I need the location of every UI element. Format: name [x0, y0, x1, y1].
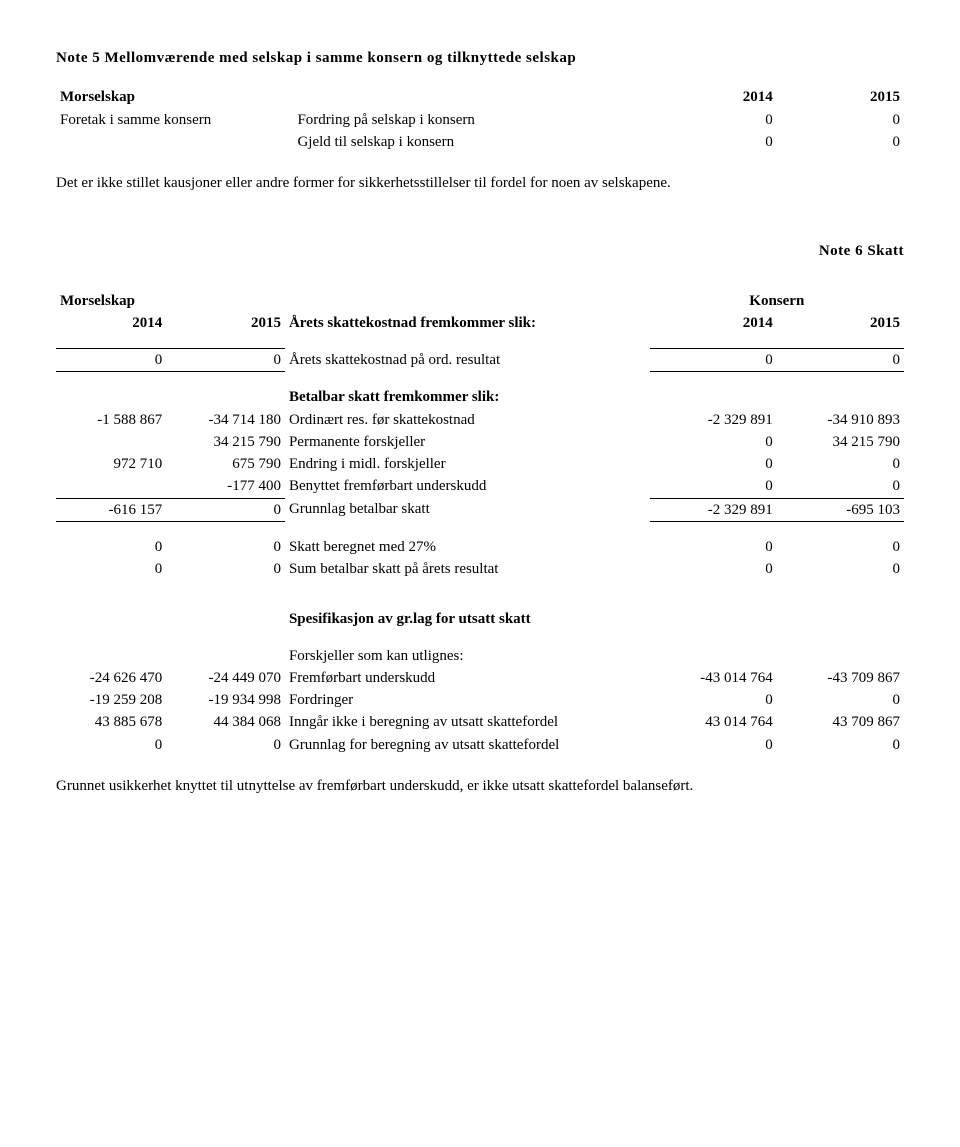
table-cell: 0 — [650, 558, 777, 580]
table-cell: 0 — [56, 734, 166, 756]
table-cell: -616 157 — [56, 498, 166, 521]
table-cell: Benyttet fremførbart underskudd — [285, 475, 650, 498]
note5-v2a: 0 — [650, 131, 777, 153]
table-cell: 0 — [650, 453, 777, 475]
table-cell: 0 — [777, 475, 904, 498]
table-cell: -34 910 893 — [777, 409, 904, 431]
table-cell: 43 709 867 — [777, 711, 904, 733]
table-cell: 0 — [650, 536, 777, 558]
table-cell: Sum betalbar skatt på årets resultat — [285, 558, 650, 580]
table-cell: 0 — [166, 558, 285, 580]
note6-footer: Grunnet usikkerhet knyttet til utnyttels… — [56, 776, 904, 796]
note6-y1-right: 2014 — [650, 312, 777, 334]
note5-table: Morselskap 2014 2015 Foretak i samme kon… — [56, 86, 904, 153]
table-cell: Grunnlag for beregning av utsatt skattef… — [285, 734, 650, 756]
table-cell: Årets skattekostnad på ord. resultat — [285, 349, 650, 372]
note5-paragraph: Det er ikke stillet kausjoner eller andr… — [56, 173, 904, 193]
note6-kons: Konsern — [650, 290, 904, 312]
note6-title: Note 6 Skatt — [56, 241, 904, 261]
note6-mors: Morselskap — [56, 290, 285, 312]
table-cell: 34 215 790 — [777, 431, 904, 453]
table-cell: 0 — [650, 431, 777, 453]
table-cell: 43 885 678 — [56, 711, 166, 733]
table-cell: -19 934 998 — [166, 689, 285, 711]
table-cell: Permanente forskjeller — [285, 431, 650, 453]
note5-desc2: Gjeld til selskap i konsern — [293, 131, 649, 153]
table-cell: Grunnlag betalbar skatt — [285, 498, 650, 521]
table-cell: -43 014 764 — [650, 667, 777, 689]
note5-row-header: Foretak i samme konsern — [56, 109, 293, 131]
table-cell: -24 626 470 — [56, 667, 166, 689]
table-cell: -2 329 891 — [650, 498, 777, 521]
table-cell: Endring i midl. forskjeller — [285, 453, 650, 475]
note6-y2-right: 2015 — [777, 312, 904, 334]
table-cell: 972 710 — [56, 453, 166, 475]
table-cell: 0 — [56, 558, 166, 580]
note5-v1a: 0 — [650, 109, 777, 131]
note5-left-header: Morselskap — [56, 86, 293, 108]
note5-title: Note 5 Mellomværende med selskap i samme… — [56, 48, 904, 68]
note6-fors-head: Forskjeller som kan utlignes: — [285, 645, 650, 667]
note5-desc1: Fordring på selskap i konsern — [293, 109, 649, 131]
table-cell: 0 — [650, 475, 777, 498]
table-cell: 0 — [166, 734, 285, 756]
table-cell: Skatt beregnet med 27% — [285, 536, 650, 558]
table-cell: 0 — [777, 349, 904, 372]
note6-y2-left: 2015 — [166, 312, 285, 334]
table-cell: -177 400 — [166, 475, 285, 498]
table-cell: 675 790 — [166, 453, 285, 475]
note6-subtitle2: Spesifikasjon av gr.lag for utsatt skatt — [285, 608, 650, 630]
table-cell: -24 449 070 — [166, 667, 285, 689]
table-cell: -43 709 867 — [777, 667, 904, 689]
note5-v2b: 0 — [777, 131, 904, 153]
table-cell: -1 588 867 — [56, 409, 166, 431]
table-cell: -695 103 — [777, 498, 904, 521]
table-cell: 0 — [56, 536, 166, 558]
table-cell: Fordringer — [285, 689, 650, 711]
table-cell: 0 — [650, 734, 777, 756]
table-cell: 34 215 790 — [166, 431, 285, 453]
note5-year1: 2014 — [650, 86, 777, 108]
table-cell — [56, 475, 166, 498]
table-cell: -19 259 208 — [56, 689, 166, 711]
table-cell: 0 — [777, 536, 904, 558]
table-cell: 44 384 068 — [166, 711, 285, 733]
table-cell: 0 — [56, 349, 166, 372]
note6-y1-left: 2014 — [56, 312, 166, 334]
table-cell: 0 — [166, 349, 285, 372]
table-cell — [56, 431, 166, 453]
table-cell: 0 — [166, 536, 285, 558]
table-cell: Ordinært res. før skattekostnad — [285, 409, 650, 431]
table-cell: 43 014 764 — [650, 711, 777, 733]
table-cell: Inngår ikke i beregning av utsatt skatte… — [285, 711, 650, 733]
note5-v1b: 0 — [777, 109, 904, 131]
table-cell: -2 329 891 — [650, 409, 777, 431]
table-cell: 0 — [777, 689, 904, 711]
note6-table: Morselskap Konsern 2014 2015 Årets skatt… — [56, 290, 904, 756]
table-cell: 0 — [166, 498, 285, 521]
table-cell: -34 714 180 — [166, 409, 285, 431]
table-cell: Fremførbart underskudd — [285, 667, 650, 689]
table-cell: 0 — [650, 349, 777, 372]
note6-subtitle1: Betalbar skatt fremkommer slik: — [285, 386, 650, 408]
table-cell: 0 — [650, 689, 777, 711]
table-cell: 0 — [777, 558, 904, 580]
note6-line-title: Årets skattekostnad fremkommer slik: — [285, 312, 650, 334]
note5-year2: 2015 — [777, 86, 904, 108]
table-cell: 0 — [777, 453, 904, 475]
table-cell: 0 — [777, 734, 904, 756]
